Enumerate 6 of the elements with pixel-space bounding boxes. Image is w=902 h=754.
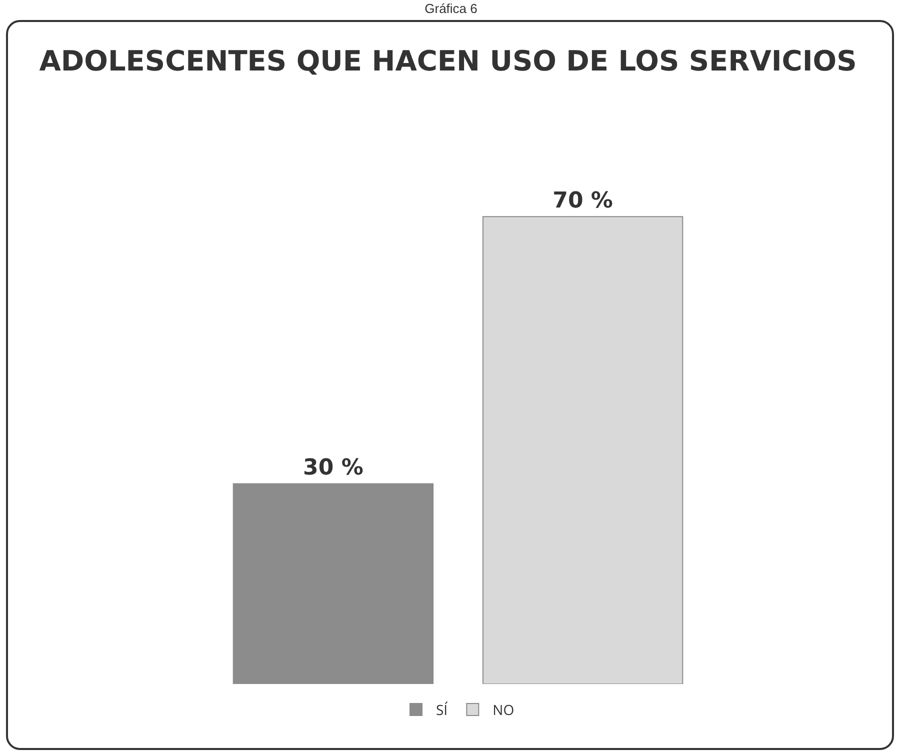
- data-label: 70 %: [552, 188, 613, 214]
- data-label: 30 %: [303, 456, 364, 481]
- chart-title: ADOLESCENTES QUE HACEN USO DE LOS SERVICIOS: [39, 44, 857, 78]
- legend-label: NO: [492, 700, 514, 720]
- text: Gráfica 6: [424, 1, 478, 16]
- legend-label: SÍ: [436, 700, 448, 720]
